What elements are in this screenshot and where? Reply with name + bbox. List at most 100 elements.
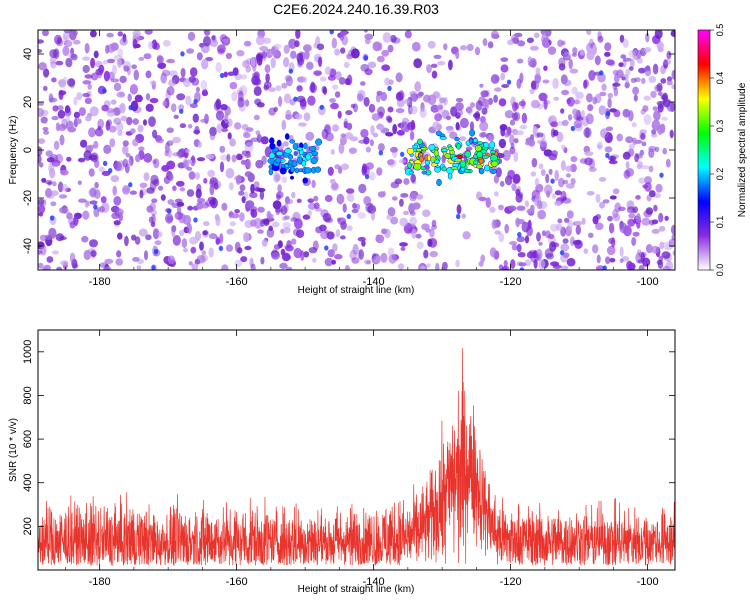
spectrogram-speckle xyxy=(117,130,122,136)
spectrogram-speckle xyxy=(50,96,54,101)
spectrogram-speckle xyxy=(59,194,67,198)
spectrogram-speckle xyxy=(217,44,226,53)
spectrogram-speckle xyxy=(409,106,417,115)
spectrogram-speckle xyxy=(644,66,650,71)
spectrogram-speckle xyxy=(634,94,638,101)
spectrogram-speckle xyxy=(124,236,129,246)
spectrogram-speckle xyxy=(281,83,287,89)
spectrogram-speckle xyxy=(38,263,43,269)
spectrogram-speckle xyxy=(314,202,320,209)
spectrogram-speckle xyxy=(456,98,463,102)
spectrogram-speckle-strong xyxy=(128,182,132,187)
spectrogram-speckle xyxy=(630,59,635,68)
spectrogram-speckle xyxy=(325,66,331,75)
spectrogram-speckle xyxy=(373,256,381,264)
spectrogram-signal-blob xyxy=(441,149,447,152)
spectrogram-speckle-strong xyxy=(659,173,663,178)
spectrogram-signal-blob xyxy=(292,161,297,167)
spectrogram-signal-blob xyxy=(451,167,458,170)
spectrogram-speckle xyxy=(531,100,540,108)
spectrogram-speckle xyxy=(511,183,516,191)
spectrogram-speckle xyxy=(592,45,597,55)
spectrogram-speckle xyxy=(105,45,109,54)
spectrogram-speckle xyxy=(554,201,561,206)
spectrogram-speckle xyxy=(344,121,348,128)
spectrogram-signal-blob xyxy=(490,169,496,173)
spectrogram-speckle xyxy=(313,196,318,202)
spectrogram-speckle xyxy=(561,90,569,95)
spectrogram-speckle xyxy=(341,134,346,138)
spectrogram-speckle xyxy=(82,93,89,97)
spectrogram-speckle xyxy=(81,236,88,243)
spectrogram-speckle xyxy=(352,203,357,209)
spectrogram-speckle-strong xyxy=(347,214,351,219)
spectrogram-speckle xyxy=(226,244,233,251)
spectrogram-speckle xyxy=(561,41,565,46)
spectrogram-speckle xyxy=(527,252,535,259)
spectrogram-speckle xyxy=(320,230,329,239)
spectrogram-signal-blob xyxy=(276,151,283,155)
spectrogram-speckle-strong xyxy=(129,105,133,110)
spectrogram-signal-blob xyxy=(414,163,422,170)
spectrogram-speckle xyxy=(217,123,223,133)
spectrogram-speckle xyxy=(262,239,268,247)
spectrogram-speckle xyxy=(176,181,185,187)
spectrogram-speckle xyxy=(221,203,227,211)
spectrogram-speckle xyxy=(109,138,115,147)
spectrogram-speckle xyxy=(111,43,119,51)
spectrogram-speckle xyxy=(262,51,267,59)
spectrogram-speckle xyxy=(176,151,182,156)
spectrogram-speckle xyxy=(36,39,44,43)
spectrogram-speckle xyxy=(78,158,85,163)
spectrogram-speckle xyxy=(401,247,406,251)
spectrogram-speckle xyxy=(97,207,101,212)
spectrogram-speckle xyxy=(574,99,579,105)
spectrogram-speckle xyxy=(317,44,324,51)
spectrogram-speckle xyxy=(216,111,224,121)
spectrogram-speckle xyxy=(56,39,63,46)
spectrogram-speckle xyxy=(376,167,382,175)
spectrogram-speckle-strong xyxy=(550,179,554,184)
spectrogram-speckle xyxy=(197,157,205,161)
spectrogram-speckle xyxy=(143,119,147,125)
spectrogram-speckle xyxy=(116,250,121,257)
spectrogram-speckle xyxy=(586,113,594,124)
spectrogram-speckle xyxy=(229,138,236,146)
spectrogram-speckle xyxy=(228,132,232,139)
spectrogram-speckle xyxy=(58,110,66,119)
spectrogram-speckle xyxy=(328,167,334,176)
spectrogram-speckle-strong xyxy=(220,73,224,78)
spectrogram-speckle xyxy=(63,76,67,84)
spectrogram-speckle xyxy=(231,213,239,218)
spectrogram-speckle xyxy=(612,209,618,218)
spectrogram-speckle xyxy=(592,97,597,105)
spectrogram-speckle xyxy=(334,49,340,56)
spectrogram-signal-blob xyxy=(434,160,439,164)
snr-ytick-label: 1000 xyxy=(22,340,34,364)
spectrogram-xtick-label: -120 xyxy=(500,276,522,288)
spectrogram-speckle xyxy=(381,64,390,71)
spectrogram-speckle xyxy=(538,242,542,246)
spectrogram-speckle xyxy=(84,250,91,260)
spectrogram-speckle xyxy=(566,173,571,177)
spectrogram-speckle xyxy=(245,200,254,208)
spectrogram-speckle xyxy=(609,258,615,263)
spectrogram-speckle-strong xyxy=(293,97,297,102)
spectrogram-speckle xyxy=(60,135,65,146)
spectrogram-speckle xyxy=(418,92,424,97)
spectrogram-speckle-strong xyxy=(103,161,107,166)
spectrogram-speckle xyxy=(360,129,368,138)
spectrogram-speckle xyxy=(332,84,338,89)
spectrogram-speckle xyxy=(106,121,111,131)
spectrogram-speckle-strong xyxy=(324,245,328,250)
spectrogram-speckle xyxy=(435,263,439,274)
spectrogram-speckle xyxy=(72,30,78,35)
snr-panel: -180 -160 -140 -120 -1002004006008001000 Hei… xyxy=(8,330,675,595)
spectrogram-signal-blob xyxy=(303,178,308,184)
spectrogram-speckle xyxy=(114,55,123,61)
spectrogram-speckle xyxy=(215,236,219,245)
spectrogram-speckle xyxy=(203,230,208,235)
spectrogram-speckle xyxy=(304,112,311,121)
spectrogram-speckle xyxy=(399,242,408,247)
spectrogram-speckle xyxy=(238,91,244,102)
